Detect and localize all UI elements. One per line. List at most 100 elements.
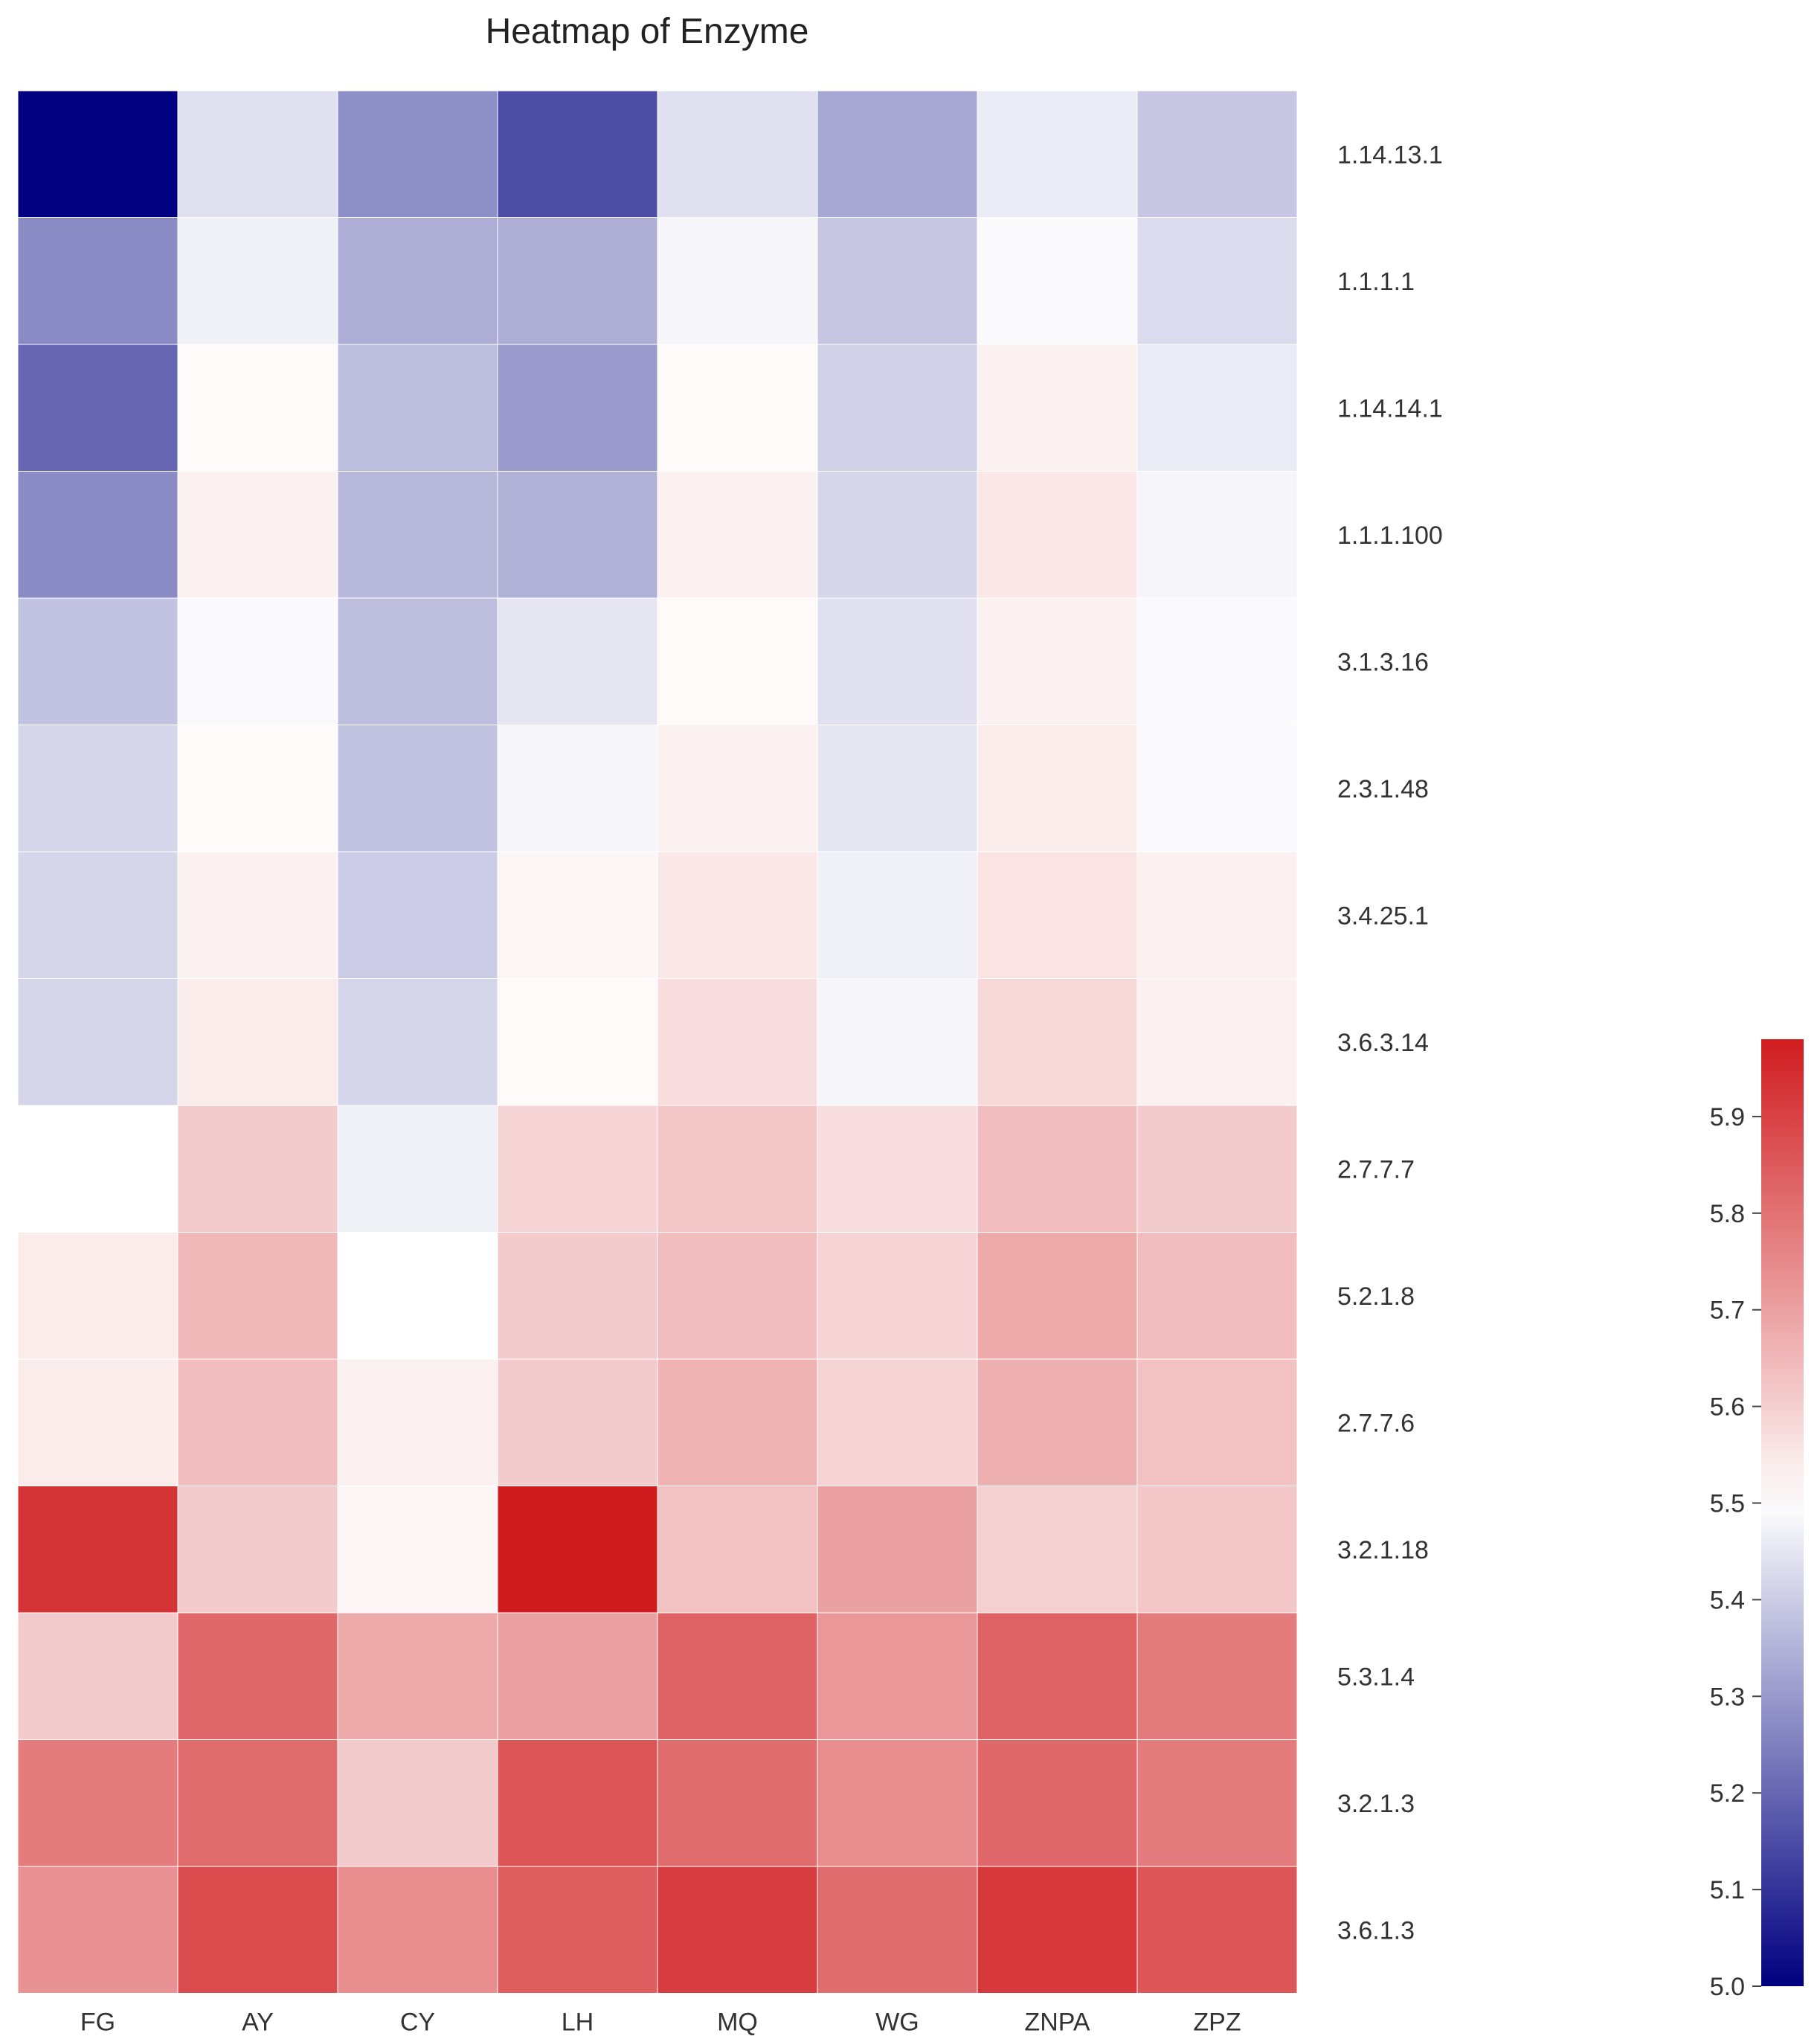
heatmap-cell-1.1.1.1-CY — [337, 217, 498, 345]
heatmap-cell-3.6.3.14-CY — [337, 978, 498, 1106]
heatmap-cell-3.6.1.3-FG — [17, 1866, 179, 1994]
heatmap-cell-2.7.7.7-WG — [817, 1105, 978, 1233]
heatmap-cell-3.1.3.16-LH — [497, 597, 658, 725]
heatmap-cell-5.2.1.8-ZPZ — [1136, 1232, 1298, 1360]
y-tick-label: 1.14.13.1 — [1337, 141, 1443, 169]
heatmap-cell-3.6.3.14-FG — [17, 978, 179, 1106]
colorbar-tick-label: 5.6 — [1710, 1393, 1745, 1422]
heatmap-cell-1.1.1.1-AY — [177, 217, 338, 345]
heatmap-cell-3.2.1.3-FG — [17, 1739, 179, 1867]
heatmap-cell-3.1.3.16-ZPZ — [1136, 597, 1298, 725]
heatmap-cell-1.1.1.1-LH — [497, 217, 658, 345]
heatmap-cell-2.7.7.7-ZPZ — [1136, 1105, 1298, 1233]
heatmap-cell-3.1.3.16-WG — [817, 597, 978, 725]
heatmap-cell-5.2.1.8-CY — [337, 1232, 498, 1360]
heatmap-cell-1.14.14.1-CY — [337, 344, 498, 472]
heatmap-cell-1.14.14.1-WG — [817, 344, 978, 472]
heatmap-cell-1.1.1.1-WG — [817, 217, 978, 345]
x-tick-label: CY — [400, 2009, 435, 2037]
y-tick-label: 1.14.14.1 — [1337, 394, 1443, 423]
heatmap-cell-1.14.13.1-FG — [17, 90, 179, 218]
x-axis-labels: FG AY CY LH MQ WG ZNPA ZPZ — [80, 2009, 1241, 2037]
colorbar — [1761, 1039, 1804, 1986]
heatmap-cell-2.3.1.48-FG — [17, 725, 179, 853]
heatmap-cell-5.3.1.4-AY — [177, 1612, 338, 1740]
heatmap-cell-2.7.7.6-FG — [17, 1358, 179, 1486]
heatmap-cell-3.4.25.1-WG — [817, 851, 978, 979]
heatmap-cell-1.1.1.1-ZPZ — [1136, 217, 1298, 345]
heatmap-cell-3.6.1.3-CY — [337, 1866, 498, 1994]
heatmap-cells — [17, 90, 1298, 1994]
heatmap-cell-3.4.25.1-CY — [337, 851, 498, 979]
x-tick-label: WG — [875, 2009, 919, 2037]
heatmap-cell-3.6.3.14-LH — [497, 978, 658, 1106]
heatmap-cell-1.1.1.100-ZPZ — [1136, 471, 1298, 599]
heatmap-cell-1.1.1.100-MQ — [657, 471, 818, 599]
heatmap-cell-2.7.7.6-MQ — [657, 1358, 818, 1486]
y-tick-label: 1.1.1.1 — [1337, 268, 1415, 296]
heatmap-cell-5.3.1.4-ZPZ — [1136, 1612, 1298, 1740]
heatmap-cell-1.14.14.1-LH — [497, 344, 658, 472]
heatmap-cell-2.7.7.7-FG — [17, 1105, 179, 1233]
heatmap-cell-3.6.3.14-MQ — [657, 978, 818, 1106]
heatmap-cell-3.2.1.18-AY — [177, 1486, 338, 1614]
heatmap-cell-1.14.13.1-ZPZ — [1136, 90, 1298, 218]
chart-title: Heatmap of Enzyme — [486, 12, 809, 51]
heatmap-cell-3.2.1.3-ZNPA — [977, 1739, 1138, 1867]
colorbar-ticks: 5.0 5.1 5.2 5.3 5.4 5.5 5.6 5.7 5.8 5.9 — [1710, 1103, 1761, 2001]
heatmap-cell-1.1.1.100-ZNPA — [977, 471, 1138, 599]
heatmap-cell-2.7.7.6-ZPZ — [1136, 1358, 1298, 1486]
x-tick-label: FG — [80, 2009, 115, 2037]
heatmap-cell-3.6.3.14-ZNPA — [977, 978, 1138, 1106]
heatmap-cell-2.7.7.7-MQ — [657, 1105, 818, 1233]
heatmap-cell-5.2.1.8-MQ — [657, 1232, 818, 1360]
heatmap-cell-3.4.25.1-LH — [497, 851, 658, 979]
y-tick-label: 5.2.1.8 — [1337, 1282, 1415, 1311]
heatmap-cell-1.14.13.1-LH — [497, 90, 658, 218]
heatmap-cell-3.6.1.3-LH — [497, 1866, 658, 1994]
heatmap-cell-1.1.1.1-FG — [17, 217, 179, 345]
heatmap-cell-5.3.1.4-MQ — [657, 1612, 818, 1740]
heatmap-cell-2.3.1.48-MQ — [657, 725, 818, 853]
colorbar-tick-label: 5.1 — [1710, 1876, 1745, 1904]
colorbar-tick-label: 5.9 — [1710, 1103, 1745, 1131]
y-tick-label: 2.3.1.48 — [1337, 775, 1429, 803]
heatmap-cell-1.1.1.100-CY — [337, 471, 498, 599]
heatmap-cell-3.6.1.3-AY — [177, 1866, 338, 1994]
heatmap-cell-2.7.7.6-AY — [177, 1358, 338, 1486]
heatmap-cell-2.7.7.7-LH — [497, 1105, 658, 1233]
heatmap-cell-3.2.1.3-ZPZ — [1136, 1739, 1298, 1867]
colorbar-tick-label: 5.7 — [1710, 1297, 1745, 1325]
heatmap-cell-3.2.1.18-MQ — [657, 1486, 818, 1614]
heatmap-cell-2.3.1.48-LH — [497, 725, 658, 853]
x-tick-label: ZNPA — [1024, 2009, 1090, 2037]
heatmap-cell-3.4.25.1-MQ — [657, 851, 818, 979]
heatmap-cell-3.2.1.3-CY — [337, 1739, 498, 1867]
heatmap-cell-5.3.1.4-WG — [817, 1612, 978, 1740]
heatmap-cell-3.6.1.3-MQ — [657, 1866, 818, 1994]
heatmap-cell-3.1.3.16-FG — [17, 597, 179, 725]
colorbar-tick-label: 5.2 — [1710, 1779, 1745, 1808]
y-tick-label: 5.3.1.4 — [1337, 1663, 1415, 1691]
heatmap-cell-2.7.7.6-WG — [817, 1358, 978, 1486]
heatmap-cell-1.14.14.1-ZNPA — [977, 344, 1138, 472]
heatmap-cell-3.1.3.16-AY — [177, 597, 338, 725]
colorbar-tick-label: 5.4 — [1710, 1586, 1745, 1614]
heatmap-cell-5.2.1.8-ZNPA — [977, 1232, 1138, 1360]
colorbar-tick-label: 5.5 — [1710, 1490, 1745, 1518]
y-tick-label: 3.6.3.14 — [1337, 1029, 1429, 1057]
heatmap-cell-2.7.7.7-ZNPA — [977, 1105, 1138, 1233]
y-tick-label: 1.1.1.100 — [1337, 521, 1443, 550]
heatmap-cell-2.3.1.48-AY — [177, 725, 338, 853]
heatmap-cell-5.2.1.8-FG — [17, 1232, 179, 1360]
heatmap-cell-3.1.3.16-ZNPA — [977, 597, 1138, 725]
heatmap-cell-3.6.1.3-ZNPA — [977, 1866, 1138, 1994]
heatmap-cell-3.4.25.1-AY — [177, 851, 338, 979]
heatmap-cell-3.6.1.3-WG — [817, 1866, 978, 1994]
y-tick-label: 2.7.7.6 — [1337, 1409, 1415, 1437]
heatmap-cell-5.3.1.4-FG — [17, 1612, 179, 1740]
heatmap-cell-5.2.1.8-AY — [177, 1232, 338, 1360]
heatmap-cell-5.2.1.8-LH — [497, 1232, 658, 1360]
heatmap-cell-2.7.7.6-CY — [337, 1358, 498, 1486]
